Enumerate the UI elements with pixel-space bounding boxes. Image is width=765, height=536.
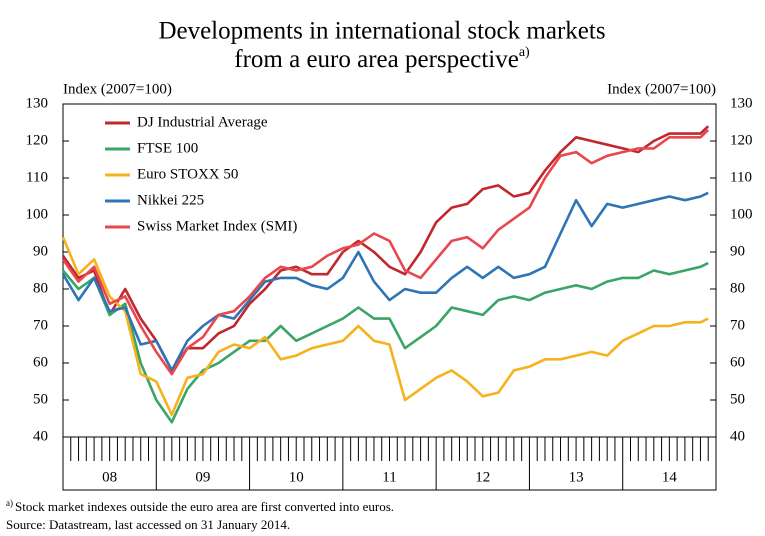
y2-tick-label: 110 bbox=[730, 169, 752, 185]
legend-label: DJ Industrial Average bbox=[137, 114, 268, 130]
y-tick-label: 130 bbox=[26, 95, 49, 111]
y-axis-label: Index (2007=100) bbox=[63, 81, 172, 97]
series-line bbox=[61, 236, 709, 417]
x-tick-label: 13 bbox=[569, 469, 584, 485]
y2-tick-label: 100 bbox=[730, 206, 753, 222]
legend-label: Swiss Market Index (SMI) bbox=[137, 218, 297, 234]
x-tick-label: 10 bbox=[289, 469, 304, 485]
x-tick-label: 11 bbox=[382, 469, 396, 485]
footnote: a) Stock market indexes outside the euro … bbox=[6, 498, 394, 514]
chart-title: from a euro area perspective bbox=[234, 46, 519, 73]
x-tick-label: 12 bbox=[475, 469, 490, 485]
footnote-text: Stock market indexes outside the euro ar… bbox=[15, 499, 394, 514]
series-line bbox=[61, 128, 710, 376]
y2-tick-label: 80 bbox=[730, 280, 745, 296]
y-tick-label: 90 bbox=[33, 243, 48, 259]
y-tick-label: 100 bbox=[26, 206, 49, 222]
series-line bbox=[61, 191, 709, 372]
chart-title: Developments in international stock mark… bbox=[158, 18, 605, 45]
title-note: a) bbox=[519, 45, 530, 60]
y2-tick-label: 40 bbox=[730, 428, 745, 444]
legend-label: Euro STOXX 50 bbox=[137, 166, 238, 182]
series-line bbox=[61, 125, 710, 372]
y2-tick-label: 90 bbox=[730, 243, 745, 259]
y2-axis-label: Index (2007=100) bbox=[607, 81, 716, 97]
y2-tick-label: 60 bbox=[730, 354, 745, 370]
legend-label: FTSE 100 bbox=[137, 140, 198, 156]
source: Source: Datastream, last accessed on 31 … bbox=[6, 517, 290, 532]
series-line bbox=[62, 261, 709, 424]
x-tick-label: 08 bbox=[102, 469, 117, 485]
legend-label: Nikkei 225 bbox=[137, 192, 204, 208]
y-tick-label: 120 bbox=[26, 132, 49, 148]
footnote-marker: a) bbox=[6, 498, 13, 508]
x-tick-label: 09 bbox=[195, 469, 210, 485]
y-tick-label: 60 bbox=[33, 354, 48, 370]
y2-tick-label: 50 bbox=[730, 391, 745, 407]
y-tick-label: 110 bbox=[26, 169, 48, 185]
x-tick-label: 14 bbox=[662, 469, 678, 485]
plot-frame bbox=[62, 103, 717, 491]
y-tick-label: 50 bbox=[33, 391, 48, 407]
y-tick-label: 70 bbox=[33, 317, 48, 333]
y2-tick-label: 130 bbox=[730, 95, 753, 111]
y2-tick-label: 120 bbox=[730, 132, 753, 148]
y2-tick-label: 70 bbox=[730, 317, 745, 333]
y-tick-label: 40 bbox=[33, 428, 48, 444]
y-tick-label: 80 bbox=[33, 280, 48, 296]
chart-title: from a euro area perspectivea) bbox=[234, 45, 530, 73]
